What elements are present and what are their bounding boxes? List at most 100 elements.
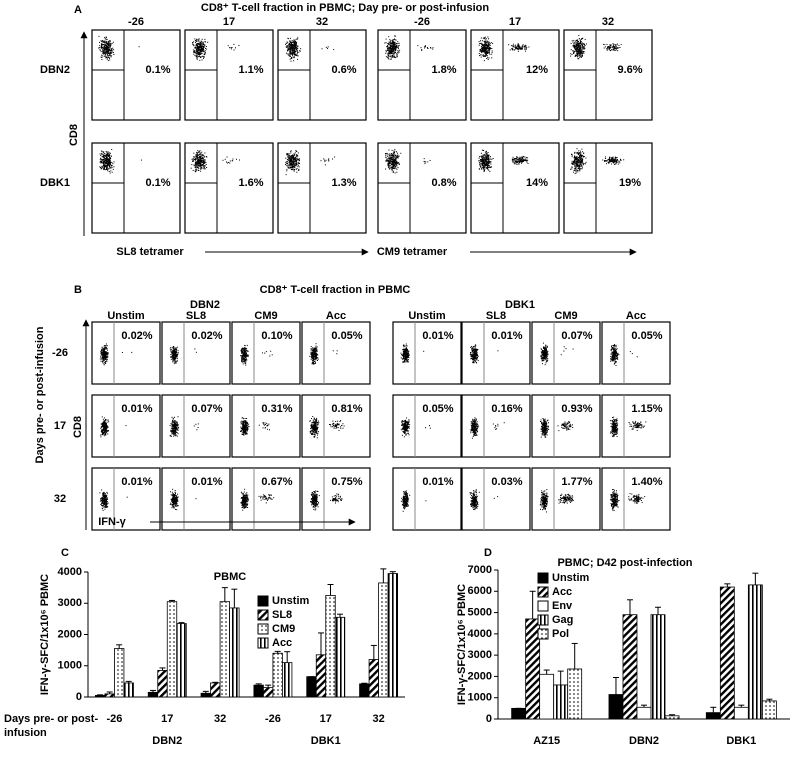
- event-dot: [390, 43, 391, 44]
- event-dot: [581, 52, 582, 53]
- event-dot: [396, 165, 397, 166]
- event-dot: [522, 161, 523, 162]
- event-dot: [108, 43, 109, 44]
- event-dot: [520, 161, 521, 162]
- event-dot: [197, 156, 198, 157]
- event-dot: [482, 167, 483, 168]
- event-dot: [575, 51, 576, 52]
- event-dot: [580, 153, 581, 154]
- event-dot: [293, 50, 294, 51]
- event-dot: [395, 52, 396, 53]
- event-dot: [482, 150, 483, 151]
- event-dot: [525, 159, 526, 160]
- event-dot: [197, 162, 198, 163]
- event-dot: [581, 57, 582, 58]
- event-dot: [314, 359, 315, 360]
- event-dot: [108, 420, 109, 421]
- day-label: 17: [509, 16, 521, 28]
- event-dot: [102, 355, 103, 356]
- event-dot: [230, 47, 231, 48]
- event-dot: [391, 59, 392, 60]
- event-dot: [102, 160, 103, 161]
- event-dot: [390, 156, 391, 157]
- event-dot: [580, 41, 581, 42]
- event-dot: [577, 47, 578, 48]
- event-dot: [483, 50, 484, 51]
- event-dot: [519, 162, 520, 163]
- event-dot: [192, 42, 193, 43]
- event-dot: [609, 157, 610, 158]
- event-dot: [394, 44, 395, 45]
- event-dot: [577, 43, 578, 44]
- event-dot: [482, 40, 483, 41]
- event-dot: [396, 169, 397, 170]
- event-dot: [577, 171, 578, 172]
- event-dot: [196, 51, 197, 52]
- event-dot: [483, 165, 484, 166]
- event-dot: [576, 45, 577, 46]
- event-dot: [427, 161, 428, 162]
- event-dot: [488, 46, 489, 47]
- event-dot: [107, 162, 108, 163]
- event-dot: [528, 47, 529, 48]
- event-dot: [193, 51, 194, 52]
- event-dot: [398, 47, 399, 48]
- event-dot: [204, 159, 205, 160]
- event-dot: [386, 56, 387, 57]
- event-dot: [522, 45, 523, 46]
- event-dot: [112, 43, 113, 44]
- event-dot: [317, 351, 318, 352]
- event-dot: [385, 53, 386, 54]
- event-dot: [173, 355, 174, 356]
- event-dot: [246, 350, 247, 351]
- event-dot: [484, 169, 485, 170]
- event-dot: [199, 165, 200, 166]
- event-dot: [313, 349, 314, 350]
- event-dot: [108, 47, 109, 48]
- event-dot: [393, 172, 394, 173]
- event-dot: [113, 54, 114, 55]
- event-dot: [286, 169, 287, 170]
- event-dot: [201, 164, 202, 165]
- event-dot: [264, 353, 265, 354]
- event-dot: [312, 347, 313, 348]
- event-dot: [178, 427, 179, 428]
- event-dot: [200, 154, 201, 155]
- event-dot: [109, 158, 110, 159]
- event-dot: [524, 49, 525, 50]
- event-dot: [579, 158, 580, 159]
- event-dot: [580, 40, 581, 41]
- event-dot: [200, 45, 201, 46]
- event-dot: [581, 39, 582, 40]
- event-dot: [105, 349, 106, 350]
- event-dot: [510, 49, 511, 50]
- event-dot: [299, 166, 300, 167]
- event-dot: [196, 164, 197, 165]
- event-dot: [387, 46, 388, 47]
- event-dot: [100, 356, 101, 357]
- event-dot: [522, 157, 523, 158]
- event-dot: [238, 45, 239, 46]
- event-dot: [198, 41, 199, 42]
- event-dot: [389, 169, 390, 170]
- event-dot: [193, 156, 194, 157]
- event-dot: [388, 49, 389, 50]
- event-dot: [518, 51, 519, 52]
- event-dot: [290, 45, 291, 46]
- event-dot: [489, 44, 490, 45]
- event-dot: [394, 168, 395, 169]
- event-dot: [105, 154, 106, 155]
- event-dot: [579, 155, 580, 156]
- event-dot: [573, 161, 574, 162]
- event-dot: [312, 352, 313, 353]
- event-dot: [517, 164, 518, 165]
- event-dot: [487, 51, 488, 52]
- event-dot: [385, 154, 386, 155]
- event-dot: [287, 159, 288, 160]
- event-dot: [299, 160, 300, 161]
- event-dot: [201, 161, 202, 162]
- event-dot: [173, 425, 174, 426]
- event-dot: [290, 38, 291, 39]
- event-dot: [578, 168, 579, 169]
- event-dot: [106, 39, 107, 40]
